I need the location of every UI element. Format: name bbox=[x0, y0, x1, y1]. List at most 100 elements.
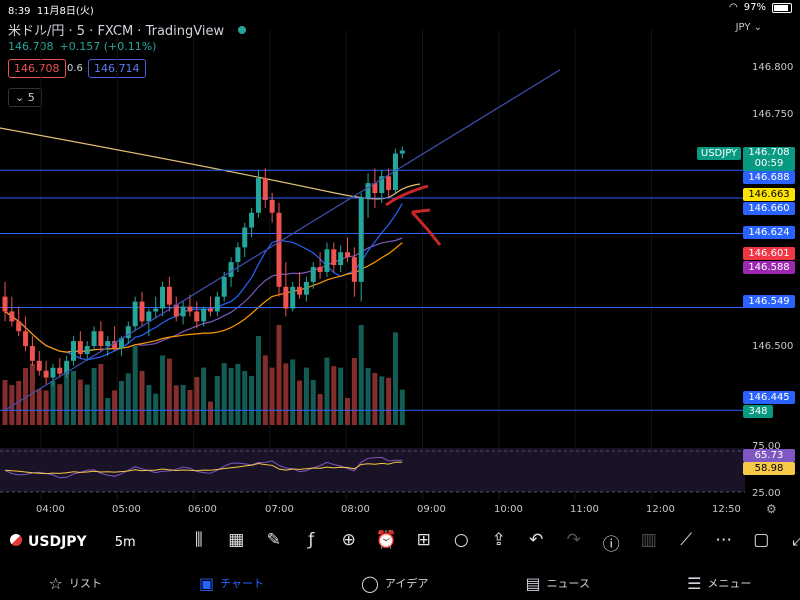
candle-body bbox=[228, 262, 234, 277]
candle-body bbox=[91, 331, 97, 347]
volume-bar bbox=[84, 384, 90, 425]
share-icon[interactable]: ⇪ bbox=[491, 530, 506, 550]
candle-body bbox=[358, 197, 364, 282]
undo-icon[interactable]: ↶ bbox=[529, 530, 544, 550]
volume-bar bbox=[351, 358, 357, 425]
rsi-ma-tag: 58.98 bbox=[743, 462, 795, 475]
idea-bulb-icon[interactable]: ○ bbox=[453, 530, 469, 550]
volume-bar bbox=[379, 376, 385, 425]
volume-bar bbox=[276, 325, 282, 425]
line-tag: 146.688 bbox=[743, 171, 795, 184]
alarm-icon[interactable]: ⏰ bbox=[375, 530, 397, 550]
fullscreen-icon[interactable]: ⤢ bbox=[791, 530, 800, 550]
rsi-ma-line bbox=[4, 461, 403, 475]
calendar-icon[interactable]: ▦ bbox=[228, 530, 245, 550]
layout-grid-icon[interactable]: ⊞ bbox=[416, 530, 431, 550]
volume-bar bbox=[290, 359, 296, 425]
status-bar: 8:39 11月8日(火) ◠ 97% bbox=[0, 0, 800, 17]
price-line: 146.708 +0.157 (+0.11%) bbox=[8, 40, 156, 53]
volume-bar bbox=[29, 364, 35, 425]
candle-style-icon[interactable]: ⫼ bbox=[194, 530, 203, 550]
candle-body bbox=[139, 301, 145, 322]
volume-bar bbox=[160, 355, 166, 425]
compare-icon[interactable]: ⟋ bbox=[680, 530, 693, 550]
volume-bar bbox=[262, 355, 268, 425]
battery-percent: 97% bbox=[743, 2, 766, 13]
redo-icon[interactable]: ↷ bbox=[566, 530, 581, 550]
candle-body bbox=[194, 311, 200, 322]
volume-bar bbox=[372, 373, 378, 425]
symbol-logo-icon bbox=[10, 534, 22, 546]
indicator-fx-icon[interactable]: ƒ bbox=[308, 530, 315, 550]
candle-body bbox=[303, 281, 309, 295]
volume-bar bbox=[71, 371, 76, 425]
volume-bar bbox=[358, 325, 364, 425]
brush-icon[interactable]: ✎ bbox=[266, 530, 281, 550]
candle-body bbox=[324, 249, 330, 272]
sell-button[interactable]: 146.708 bbox=[8, 59, 66, 78]
candle-body bbox=[50, 367, 56, 378]
add-circle-icon[interactable]: ⊕ bbox=[341, 530, 356, 550]
volume-bar bbox=[201, 367, 207, 425]
volume-bar bbox=[50, 381, 56, 425]
candle-body bbox=[276, 212, 282, 287]
star-icon: ☆ bbox=[48, 573, 63, 593]
volume-bar bbox=[269, 367, 275, 425]
volume-bar bbox=[77, 379, 83, 425]
candle-body bbox=[242, 227, 248, 248]
candle-body bbox=[23, 331, 29, 347]
volume-bar bbox=[64, 367, 70, 425]
toolbar-interval[interactable]: 5m bbox=[114, 534, 136, 550]
candle-body bbox=[166, 286, 172, 305]
volume-bar bbox=[331, 366, 337, 425]
news-icon: ▤ bbox=[525, 573, 541, 593]
rsi-tag: 65.73 bbox=[743, 449, 795, 462]
volume-bar bbox=[139, 371, 145, 425]
price-chart[interactable] bbox=[0, 0, 800, 522]
tab-chart[interactable]: ▣ チャート bbox=[198, 573, 264, 593]
rsi-line bbox=[4, 456, 403, 479]
volume-bar bbox=[173, 385, 179, 425]
line-tag: 146.663 bbox=[743, 188, 795, 201]
tab-ideas[interactable]: ◯ アイデア bbox=[361, 573, 429, 593]
tab-news[interactable]: ▤ ニュース bbox=[525, 573, 591, 593]
candle-body bbox=[36, 360, 42, 371]
volume-bar bbox=[324, 357, 330, 425]
candle-body bbox=[112, 341, 118, 348]
line-tag: 146.549 bbox=[743, 295, 795, 308]
candle-body bbox=[77, 341, 83, 354]
volume-bar bbox=[255, 336, 261, 425]
time-axis-label: 06:00 bbox=[188, 504, 217, 515]
buy-button[interactable]: 146.714 bbox=[88, 59, 146, 78]
toolbar-icons: ⫼ ▦ ✎ ƒ ⊕ ⏰ ⊞ ○ ⇪ ↶ ↷ ⓘ ▥ ⟋ ⋯ ▢ ⤢ bbox=[180, 530, 800, 555]
volume-tag: 348 bbox=[743, 405, 773, 418]
settings-gear-icon[interactable]: ⚙ bbox=[766, 502, 777, 516]
data-window-icon[interactable]: ▥ bbox=[640, 530, 657, 550]
more-icon[interactable]: ⋯ bbox=[715, 530, 733, 550]
window-icon[interactable]: ▢ bbox=[753, 530, 770, 550]
toolbar-symbol[interactable]: USDJPY bbox=[28, 534, 87, 550]
tab-list[interactable]: ☆ リスト bbox=[48, 573, 102, 593]
volume-bar bbox=[249, 376, 255, 425]
volume-bar bbox=[345, 398, 350, 425]
candle-body bbox=[57, 367, 63, 374]
volume-bar bbox=[2, 380, 8, 425]
candle-body bbox=[146, 311, 152, 322]
candle-body bbox=[105, 341, 111, 347]
candle-body bbox=[331, 249, 337, 266]
spread-value: 0.6 bbox=[67, 63, 83, 74]
symbol-title[interactable]: 米ドル/円 · 5 · FXCM · TradingView bbox=[8, 20, 247, 39]
time-axis-label: 11:00 bbox=[570, 504, 599, 515]
rsi-upper-label: 75.00 bbox=[752, 441, 781, 452]
candle-body bbox=[173, 304, 179, 317]
line-tag: 146.660 bbox=[743, 202, 795, 215]
volume-bar bbox=[283, 363, 289, 425]
volume-bar bbox=[118, 381, 124, 425]
currency-label[interactable]: JPY ⌄ bbox=[735, 22, 762, 33]
info-icon[interactable]: ⓘ bbox=[602, 535, 620, 555]
volume-bar bbox=[297, 380, 303, 425]
interval-toggle-label: 5 bbox=[27, 91, 35, 104]
tab-menu[interactable]: ☰ メニュー bbox=[687, 573, 752, 593]
candle-body bbox=[269, 199, 275, 213]
volume-bar bbox=[132, 346, 138, 425]
